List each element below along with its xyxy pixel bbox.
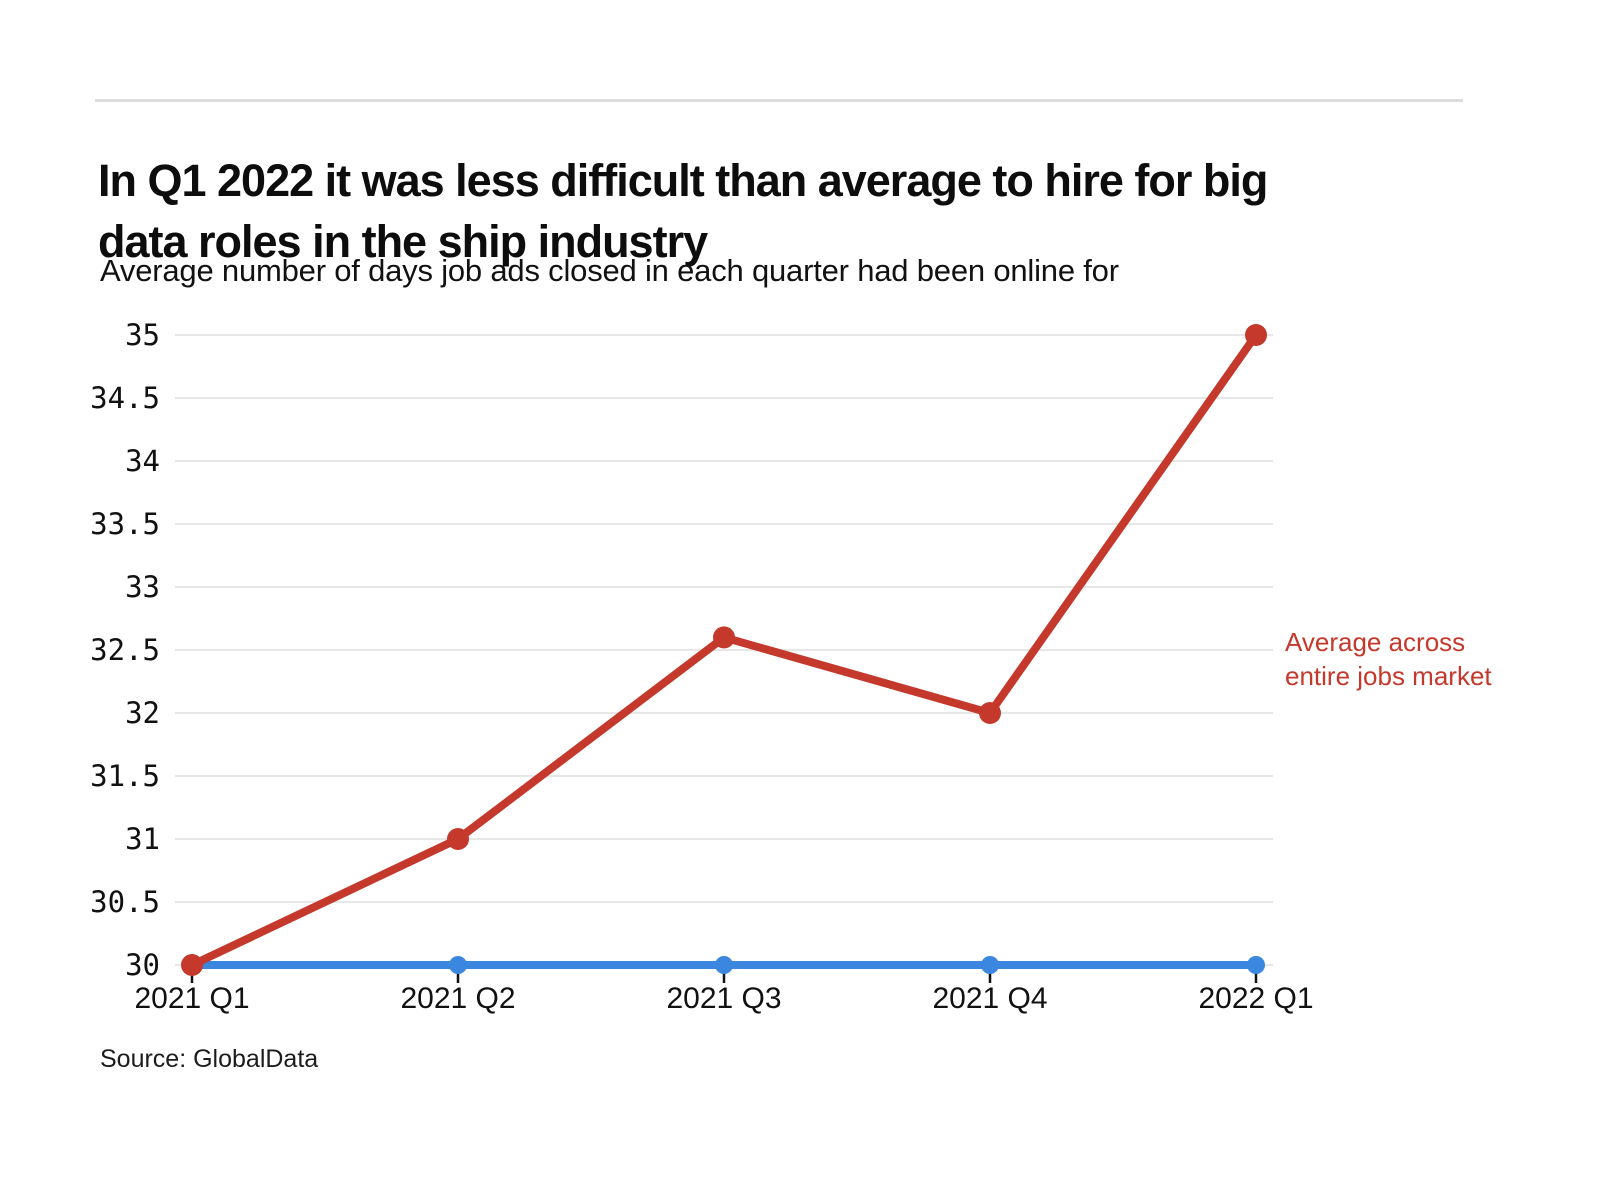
y-axis-tick-label: 33 <box>125 570 160 604</box>
data-point <box>449 956 467 974</box>
y-axis-tick-label: 30 <box>125 948 160 982</box>
x-axis-tick-label: 2022 Q1 <box>1198 982 1313 1015</box>
line-chart: 30 30.5 31 31.5 32 32.5 33 33.5 34 34.5 35 2021 Q1 2… <box>0 300 1600 1020</box>
data-point <box>713 626 735 649</box>
y-axis-tick-label: 32.5 <box>90 633 160 667</box>
y-axis-tick-label: 34 <box>125 444 160 478</box>
data-point <box>979 702 1001 724</box>
y-axis-tick-label: 34.5 <box>90 381 160 415</box>
legend-market-average: Average across entire jobs market <box>1285 627 1492 691</box>
top-divider-rule <box>95 99 1463 102</box>
x-axis-tick-label: 2021 Q2 <box>400 982 515 1015</box>
y-axis-tick-label: 30.5 <box>90 885 160 919</box>
data-point <box>981 956 999 974</box>
page-title: In Q1 2022 it was less difficult than av… <box>98 155 1268 268</box>
y-axis-tick-label: 31.5 <box>90 759 160 793</box>
chart-subtitle: Average number of days job ads closed in… <box>100 253 1119 288</box>
source-credit: Source: GlobalData <box>100 1045 319 1073</box>
data-point <box>1247 956 1265 974</box>
data-point <box>1245 324 1267 346</box>
data-point <box>181 954 203 976</box>
y-axis-tick-label: 33.5 <box>90 507 160 541</box>
y-axis-tick-label: 31 <box>125 822 160 856</box>
y-axis-tick-label: 32 <box>125 696 160 730</box>
chart-svg: 30 30.5 31 31.5 32 32.5 33 33.5 34 34.5 35 2021 Q1 2… <box>90 318 1313 1015</box>
data-point <box>447 828 469 850</box>
x-axis-tick-label: 2021 Q1 <box>134 982 249 1015</box>
y-axis-tick-label: 35 <box>125 318 160 352</box>
x-axis-tick-label: 2021 Q3 <box>666 982 781 1015</box>
x-axis-tick-label: 2021 Q4 <box>932 982 1047 1015</box>
data-point <box>715 956 733 974</box>
